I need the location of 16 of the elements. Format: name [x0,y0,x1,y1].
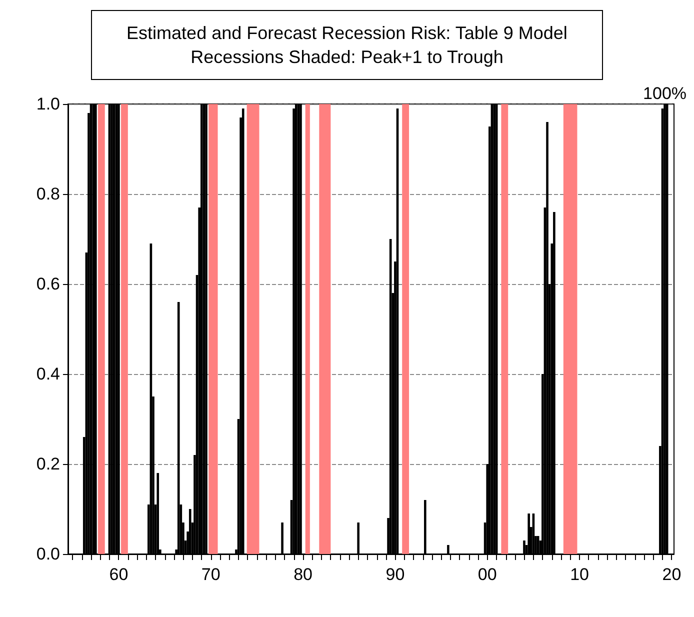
annotation: 100% [643,84,687,103]
x-tick-label: 90 [386,565,405,584]
x-tick-label: 70 [201,565,220,584]
y-tick-label: 0.0 [36,544,60,564]
y-tick-label: 0.6 [36,274,60,294]
chart-title: Estimated and Forecast Recession Risk: Table 9 Model [126,22,568,45]
x-tick-label: 00 [478,565,497,584]
y-tick-label: 0.2 [36,454,60,474]
y-tick-label: 0.8 [36,184,60,204]
x-tick-label: 80 [294,565,312,584]
x-tick-label: 10 [570,565,589,584]
y-tick-label: 1.0 [36,94,60,114]
y-tick-label: 0.4 [36,364,60,384]
chart-subtitle: Recessions Shaded: Peak+1 to Trough [190,46,504,69]
x-tick-label: 20 [662,565,682,584]
x-tick-label: 60 [109,565,128,584]
